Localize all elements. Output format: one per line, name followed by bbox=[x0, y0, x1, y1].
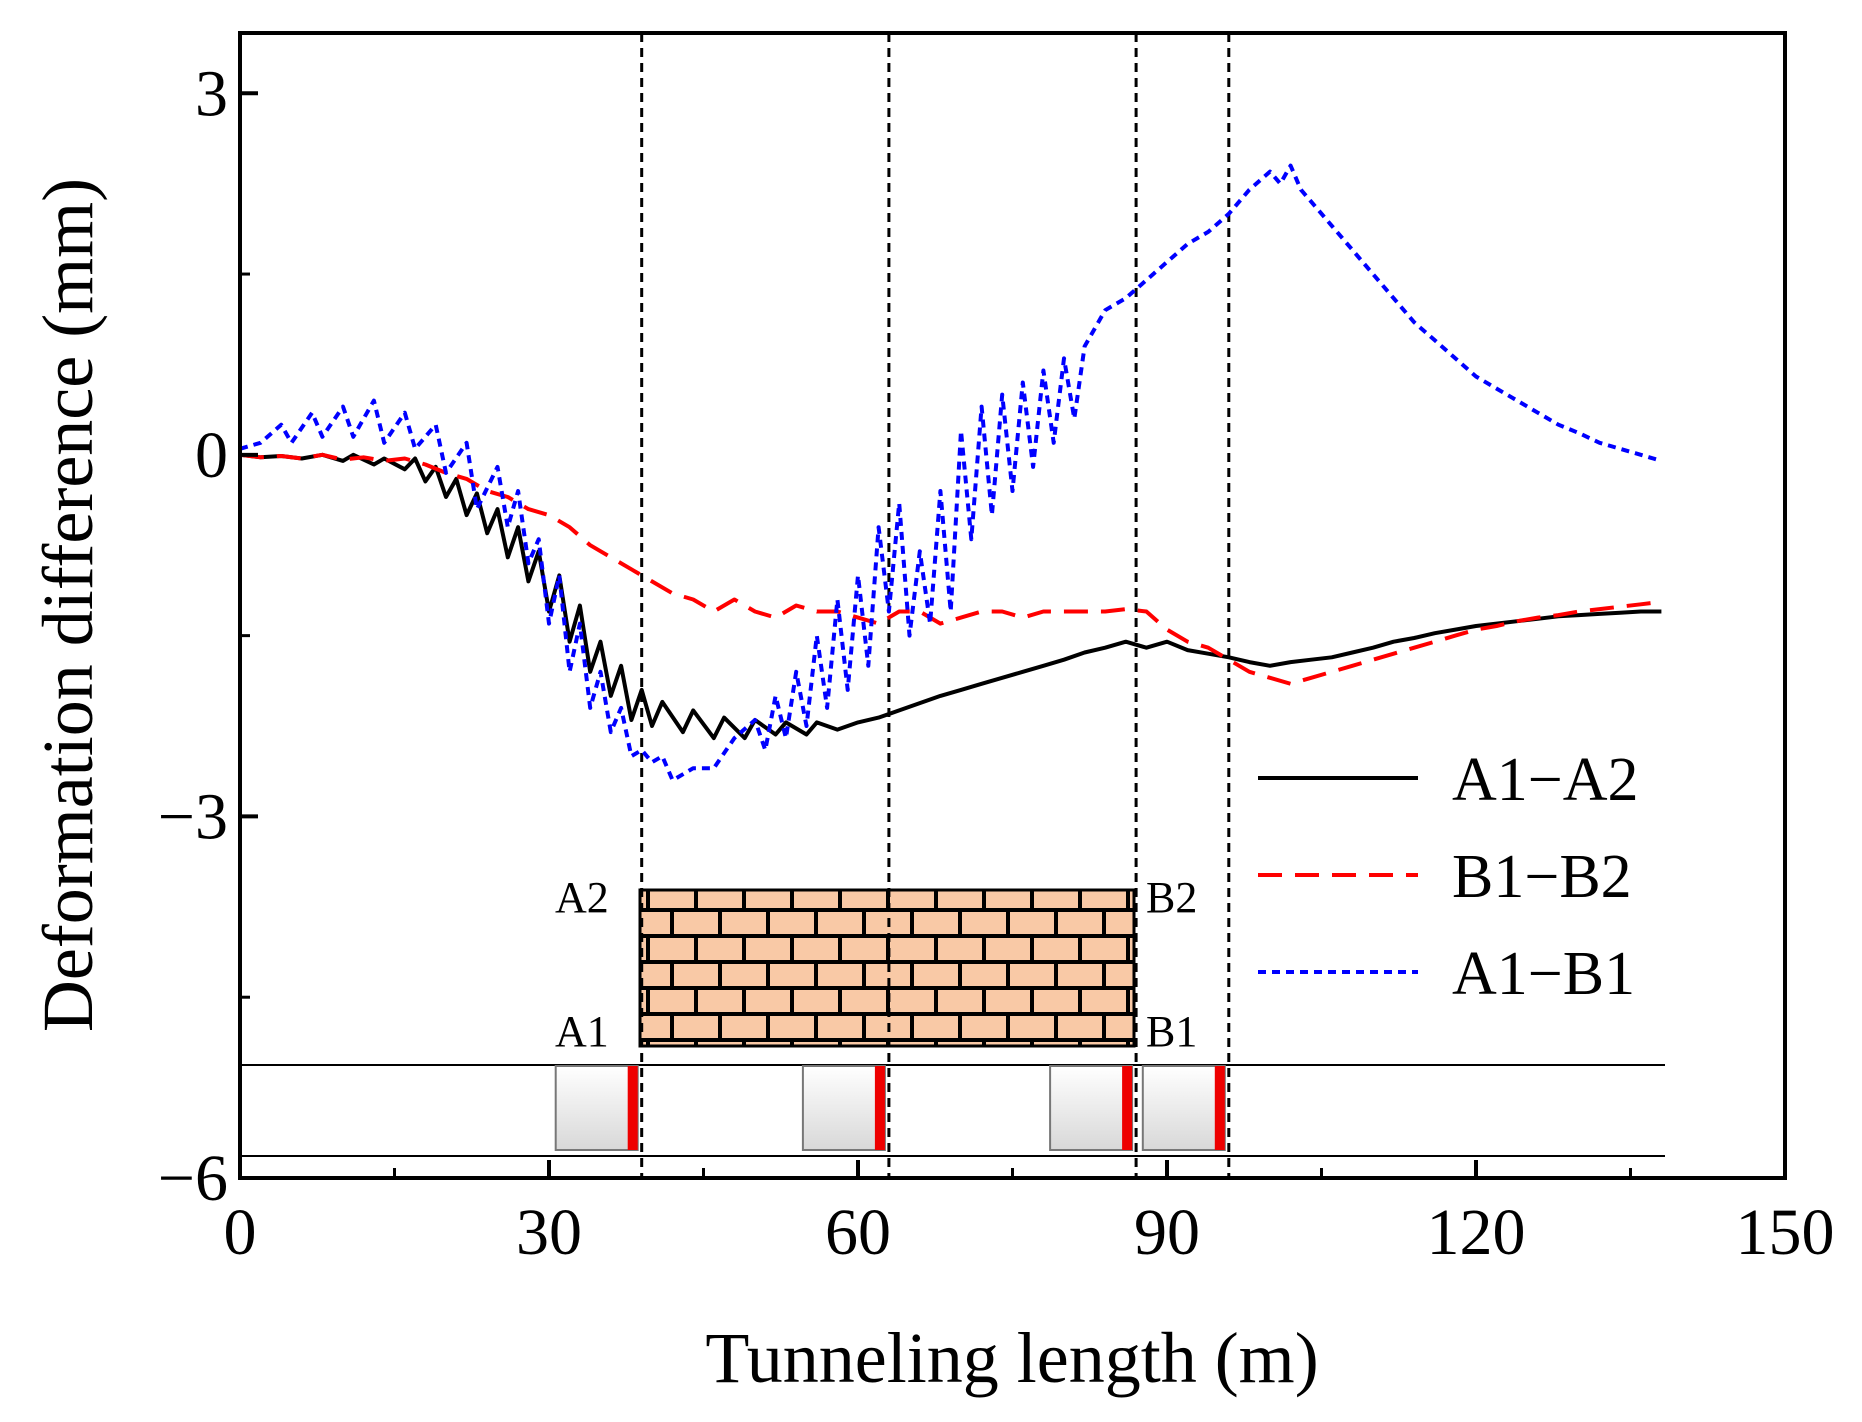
shield-box bbox=[1049, 1065, 1134, 1151]
x-tick-label: 150 bbox=[1736, 1196, 1835, 1269]
x-tick-label: 90 bbox=[1134, 1196, 1200, 1269]
y-tick-label: −6 bbox=[158, 1142, 228, 1215]
series-line-1 bbox=[239, 452, 1662, 741]
y-tick-label: 0 bbox=[195, 419, 228, 492]
y-tick-label: 3 bbox=[195, 57, 228, 130]
shield-box bbox=[1141, 1065, 1226, 1151]
x-tick-label: 120 bbox=[1427, 1196, 1526, 1269]
legend: A1−A2 B1−B2 A1−B1 bbox=[1258, 746, 1639, 1008]
brick-wall bbox=[638, 888, 1136, 1048]
y-axis-title: Deformation difference (mm) bbox=[28, 178, 108, 1032]
series-line-3 bbox=[239, 163, 1662, 783]
label-a1: A1 bbox=[555, 1007, 609, 1056]
cutting-face bbox=[874, 1066, 885, 1150]
tunnel-inset: A2 B2 A1 B1 bbox=[240, 873, 1665, 1157]
x-tick-label: 60 bbox=[825, 1196, 891, 1269]
shield-box bbox=[554, 1065, 639, 1151]
y-tick-label: −3 bbox=[158, 780, 228, 853]
x-axis-title: Tunneling length (m) bbox=[705, 1318, 1318, 1398]
legend-label: B1−B2 bbox=[1452, 843, 1632, 911]
cutting-face bbox=[1122, 1066, 1133, 1150]
shield-box bbox=[801, 1065, 886, 1151]
vertical-markers bbox=[640, 33, 1231, 1178]
legend-label: A1−B1 bbox=[1452, 940, 1635, 1008]
legend-label: A1−A2 bbox=[1452, 746, 1639, 814]
x-axis: 0 30 60 90 120 150 bbox=[224, 1160, 1835, 1269]
label-b2: B2 bbox=[1146, 873, 1197, 922]
x-tick-label: 0 bbox=[224, 1196, 257, 1269]
y-axis: 3 0 −3 −6 bbox=[158, 57, 258, 1215]
series-layer bbox=[239, 163, 1662, 783]
label-b1: B1 bbox=[1146, 1007, 1197, 1056]
x-tick-label: 30 bbox=[516, 1196, 582, 1269]
cutting-face bbox=[627, 1066, 638, 1150]
series-line-2 bbox=[239, 452, 1662, 686]
cutting-face bbox=[1214, 1066, 1225, 1150]
label-a2: A2 bbox=[555, 873, 609, 922]
